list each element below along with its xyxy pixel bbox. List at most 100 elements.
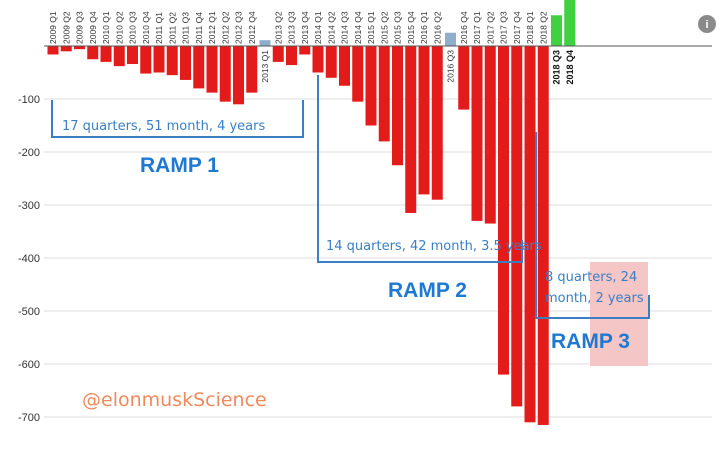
bar: [339, 46, 350, 86]
bar: [219, 46, 231, 102]
y-tick-label: -200: [18, 147, 40, 159]
bar: [352, 46, 364, 102]
ramp3-bracket: [535, 132, 650, 319]
x-tick-label: 2010 Q4: [141, 11, 151, 44]
x-tick-label: 2016 Q3: [446, 50, 456, 83]
bar: [299, 46, 311, 55]
x-tick-label: 2017 Q4: [512, 11, 522, 44]
x-tick-label: 2015 Q2: [379, 11, 389, 44]
bar: [100, 46, 112, 62]
bar: [246, 46, 258, 93]
x-tick-label: 2016 Q2: [432, 11, 442, 44]
x-tick-label: 2011 Q2: [167, 12, 177, 44]
ramp3-label: RAMP 3: [551, 330, 630, 353]
bar: [47, 46, 59, 55]
bar: [166, 46, 178, 76]
x-tick-label: 2010 Q3: [128, 11, 138, 44]
highlight-band: [590, 262, 648, 366]
ramp2-bracket: [317, 75, 523, 263]
grid-lines: [44, 98, 712, 418]
x-tick-label: 2009 Q2: [61, 11, 71, 44]
bar: [272, 46, 284, 62]
x-tick-label: 2013 Q2: [273, 11, 283, 44]
x-tick-label: 2010 Q2: [114, 11, 124, 44]
bar: [180, 46, 191, 80]
x-tick-label: 2011 Q4: [194, 12, 204, 44]
bar: [537, 46, 549, 425]
x-tick-label: 2017 Q2: [485, 11, 495, 44]
bar: [312, 46, 324, 73]
bar: [325, 46, 337, 78]
x-tick-label: 2012 Q2: [220, 11, 230, 44]
y-tick-label: -500: [18, 306, 40, 318]
x-tick-label: 2013 Q3: [287, 11, 297, 44]
bar: [378, 46, 390, 142]
y-tick-label: -300: [18, 200, 40, 212]
x-tick-label: 2009 Q1: [48, 11, 58, 44]
bar: [193, 46, 205, 89]
x-tick-label: 2018 Q3: [552, 50, 562, 85]
x-tick-label: 2016 Q1: [419, 11, 429, 44]
bars: [47, 0, 576, 425]
ramp1-text: 17 quarters, 51 month, 4 years: [62, 119, 265, 134]
x-tick-label: 2016 Q4: [459, 11, 469, 44]
watermark-text: @elonmuskScience: [82, 389, 267, 411]
info-icon[interactable]: i: [698, 15, 716, 33]
annotations: 17 quarters, 51 month, 4 years RAMP 1 14…: [51, 15, 716, 411]
x-tick-label: 2015 Q4: [406, 11, 416, 44]
bar: [445, 32, 456, 46]
bar: [498, 46, 509, 375]
y-tick-label: -100: [18, 94, 40, 106]
x-tick-label: 2009 Q4: [88, 11, 98, 44]
bar: [564, 0, 576, 47]
ramp2-text: 14 quarters, 42 month, 3.5 years: [326, 239, 542, 254]
x-tick-label: 2013 Q1: [260, 50, 270, 83]
x-tick-label: 2012 Q1: [207, 11, 217, 44]
bar: [140, 46, 152, 74]
x-tick-label: 2011 Q1: [154, 12, 164, 44]
bar: [113, 46, 125, 67]
x-tick-label: 2017 Q1: [472, 11, 482, 44]
bar: [524, 46, 536, 423]
x-tick-label: 2014 Q3: [340, 11, 350, 44]
bar: [286, 46, 297, 66]
x-tick-label: 2014 Q1: [313, 11, 323, 44]
bar: [551, 15, 562, 46]
x-tick-label: 2018 Q4: [565, 50, 575, 85]
bar: [405, 46, 417, 213]
bar: [60, 46, 72, 52]
x-tick-label: 2009 Q3: [75, 11, 85, 44]
ramp1-label: RAMP 1: [140, 154, 219, 177]
x-tick-label: 2011 Q3: [181, 12, 191, 44]
x-tick-label: 2017 Q3: [499, 11, 509, 44]
bar: [74, 46, 85, 50]
x-tick-label: 2014 Q4: [353, 11, 363, 44]
bar: [206, 46, 218, 93]
x-tick-label: 2012 Q4: [247, 11, 257, 44]
bar: [259, 40, 271, 46]
x-axis-ticks: 2009 Q1 2009 Q2 2009 Q3 2009 Q4 2010 Q1 2010 …: [48, 11, 575, 84]
ramp3-text-line2: month, 2 years: [545, 291, 644, 306]
x-tick-label: 2012 Q3: [234, 11, 244, 44]
bar: [511, 46, 523, 407]
ramp2-label: RAMP 2: [388, 279, 467, 302]
bar: [365, 46, 377, 126]
x-tick-label: 2010 Q1: [101, 11, 111, 44]
bar: [233, 46, 244, 105]
y-tick-label: -700: [18, 412, 40, 424]
bar: [87, 46, 99, 60]
bar: [484, 46, 496, 224]
bar: [418, 46, 430, 195]
bar: [458, 46, 470, 110]
bar: [153, 46, 165, 73]
ramp3-text-line1: 8 quarters, 24: [545, 270, 637, 285]
bar: [392, 46, 403, 166]
ramp3-highlight: [590, 262, 648, 366]
x-tick-label: 2018 Q2: [538, 11, 548, 44]
y-tick-label: -600: [18, 359, 40, 371]
x-tick-label: 2013 Q4: [300, 11, 310, 44]
y-axis-ticks: -100 -200 -300 -400 -500 -600 -700: [18, 94, 40, 424]
x-tick-label: 2015 Q3: [393, 11, 403, 44]
bar: [431, 46, 443, 200]
